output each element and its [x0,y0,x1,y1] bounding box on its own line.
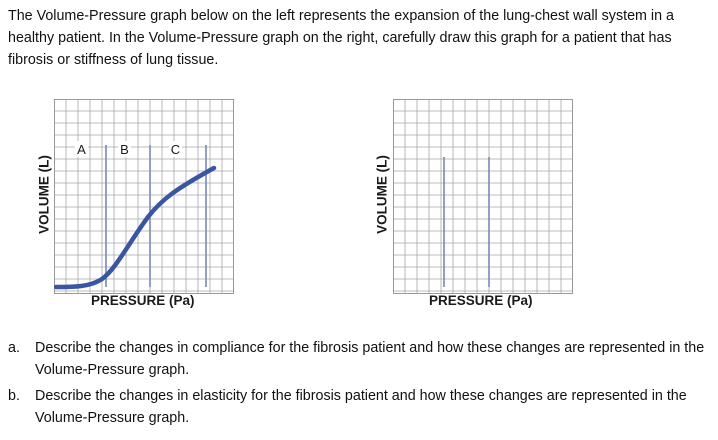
right-x-axis-label: PRESSURE (Pa) [429,293,533,308]
left-x-axis-label: PRESSURE (Pa) [91,293,195,308]
grid [54,99,234,294]
fibrosis-volume-pressure-graph[interactable] [393,99,573,294]
graph-frame [54,99,234,294]
right-y-axis-label: VOLUME (L) [374,155,390,234]
question-letter: a. [8,340,20,356]
grid [393,99,573,294]
question-a: a. Describe the changes in compliance fo… [8,337,708,381]
question-b: b. Describe the changes in elasticity fo… [8,385,708,429]
intro-paragraph: The Volume-Pressure graph below on the l… [8,8,674,68]
marker-label-b: B [120,142,129,157]
graph-frame [393,99,573,294]
healthy-compliance-curve [54,165,217,290]
question-letter: b. [8,388,20,404]
marker-label-c: C [171,142,180,157]
marker-label-a: A [77,142,86,157]
question-text: Describe the changes in compliance for t… [35,340,705,378]
healthy-volume-pressure-graph: A B C [54,99,234,294]
question-text: Describe the changes in elasticity for t… [35,388,687,426]
left-y-axis-label: VOLUME (L) [36,155,52,234]
